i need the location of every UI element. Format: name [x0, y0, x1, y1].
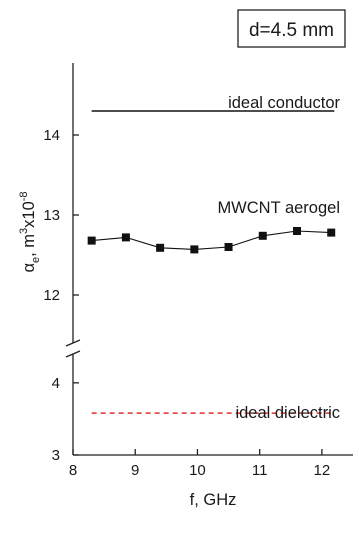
series-label-mwcnt-aerogel: MWCNT aerogel: [217, 199, 340, 217]
axis-break-mark-2: [65, 350, 81, 358]
data-point-marker: [224, 243, 233, 251]
data-point-marker: [121, 233, 130, 242]
panel-label: d=4.5 mm: [249, 20, 334, 41]
axes: [65, 63, 353, 456]
y-axis-label: αe, m3x10-8: [18, 191, 42, 272]
series-layer: [87, 110, 336, 414]
data-point-marker: [258, 231, 267, 240]
y-label-unit: , m: [20, 234, 38, 257]
x-tick-label: 10: [189, 462, 206, 479]
y-tick-label: 14: [43, 127, 60, 144]
y-tick-label: 12: [43, 287, 60, 304]
data-point-marker: [87, 236, 96, 245]
series-label-ideal-dielectric: ideal dielectric: [235, 404, 340, 422]
x-tick-label: 11: [252, 462, 268, 479]
y-label-sub: e: [30, 257, 42, 263]
y-tick-label: 13: [43, 207, 60, 224]
data-point-marker: [156, 243, 165, 252]
x-axis-label: f, GHz: [190, 491, 237, 509]
y-ticks: 12 13 14 3 4: [43, 127, 79, 464]
panel-label-box: [237, 9, 346, 48]
data-point-marker: [327, 228, 336, 237]
y-label-mult: x10: [20, 201, 38, 228]
axis-break-mark-1: [65, 339, 81, 347]
x-tick-label: 12: [314, 462, 331, 479]
x-tick-label: 9: [131, 462, 139, 479]
y-label-pow: 3: [18, 228, 30, 234]
series-label-ideal-conductor: ideal conductor: [228, 94, 340, 112]
data-point-marker: [293, 227, 301, 235]
x-ticks: 8 9 10 11 12: [69, 449, 330, 479]
y-tick-label: 4: [52, 375, 60, 392]
data-point-marker: [190, 245, 199, 254]
series-line-0: [91, 230, 332, 250]
y-label-alpha: α: [20, 263, 38, 273]
y-tick-label: 3: [52, 447, 60, 464]
x-tick-label: 8: [69, 462, 77, 479]
y-label-mult-pow: -8: [18, 191, 30, 201]
